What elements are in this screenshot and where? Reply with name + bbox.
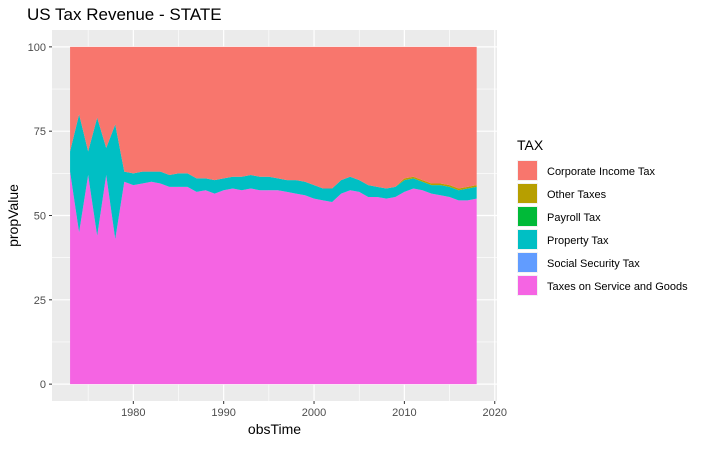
legend-swatch-corporate-income-tax	[518, 161, 537, 180]
y-tick-label: 75	[34, 126, 46, 138]
legend-label-social-security-tax: Social Security Tax	[547, 258, 640, 270]
y-axis: 0 25 50 75 100	[28, 42, 52, 391]
x-tick-label: 2000	[302, 407, 326, 419]
x-axis-label: obsTime	[248, 421, 301, 437]
y-tick-label: 0	[40, 379, 46, 391]
legend-swatch-property-tax	[518, 230, 537, 249]
legend-title: TAX	[517, 137, 544, 153]
legend-label-other-taxes: Other Taxes	[547, 189, 607, 201]
x-tick-label: 1990	[211, 407, 235, 419]
y-tick-label: 50	[34, 211, 46, 223]
area-series-group	[70, 46, 477, 385]
legend-swatch-other-taxes	[518, 184, 537, 203]
chart-title: US Tax Revenue - STATE	[27, 5, 222, 24]
area-corporate-income-tax	[70, 46, 477, 189]
legend: TAX Corporate Income Tax Other Taxes Payro…	[517, 137, 688, 296]
legend-swatch-taxes-on-service-and-goods	[518, 276, 537, 295]
area-property-tax	[70, 114, 477, 240]
x-axis: 1980 1990 2000 2010 2020	[121, 401, 507, 419]
x-tick-label: 2010	[392, 407, 416, 419]
area-taxes-on-service-and-goods	[70, 171, 477, 385]
legend-label-corporate-income-tax: Corporate Income Tax	[547, 166, 656, 178]
legend-swatch-social-security-tax	[518, 253, 537, 272]
x-tick-label: 1980	[121, 407, 145, 419]
y-tick-label: 25	[34, 295, 46, 307]
x-tick-label: 2020	[482, 407, 506, 419]
legend-label-payroll-tax: Payroll Tax	[547, 212, 601, 224]
y-axis-label: propValue	[5, 184, 21, 247]
legend-swatch-payroll-tax	[518, 207, 537, 226]
y-tick-label: 100	[28, 42, 46, 54]
legend-label-taxes-on-service-and-goods: Taxes on Service and Goods	[547, 281, 688, 293]
legend-label-property-tax: Property Tax	[547, 235, 609, 247]
